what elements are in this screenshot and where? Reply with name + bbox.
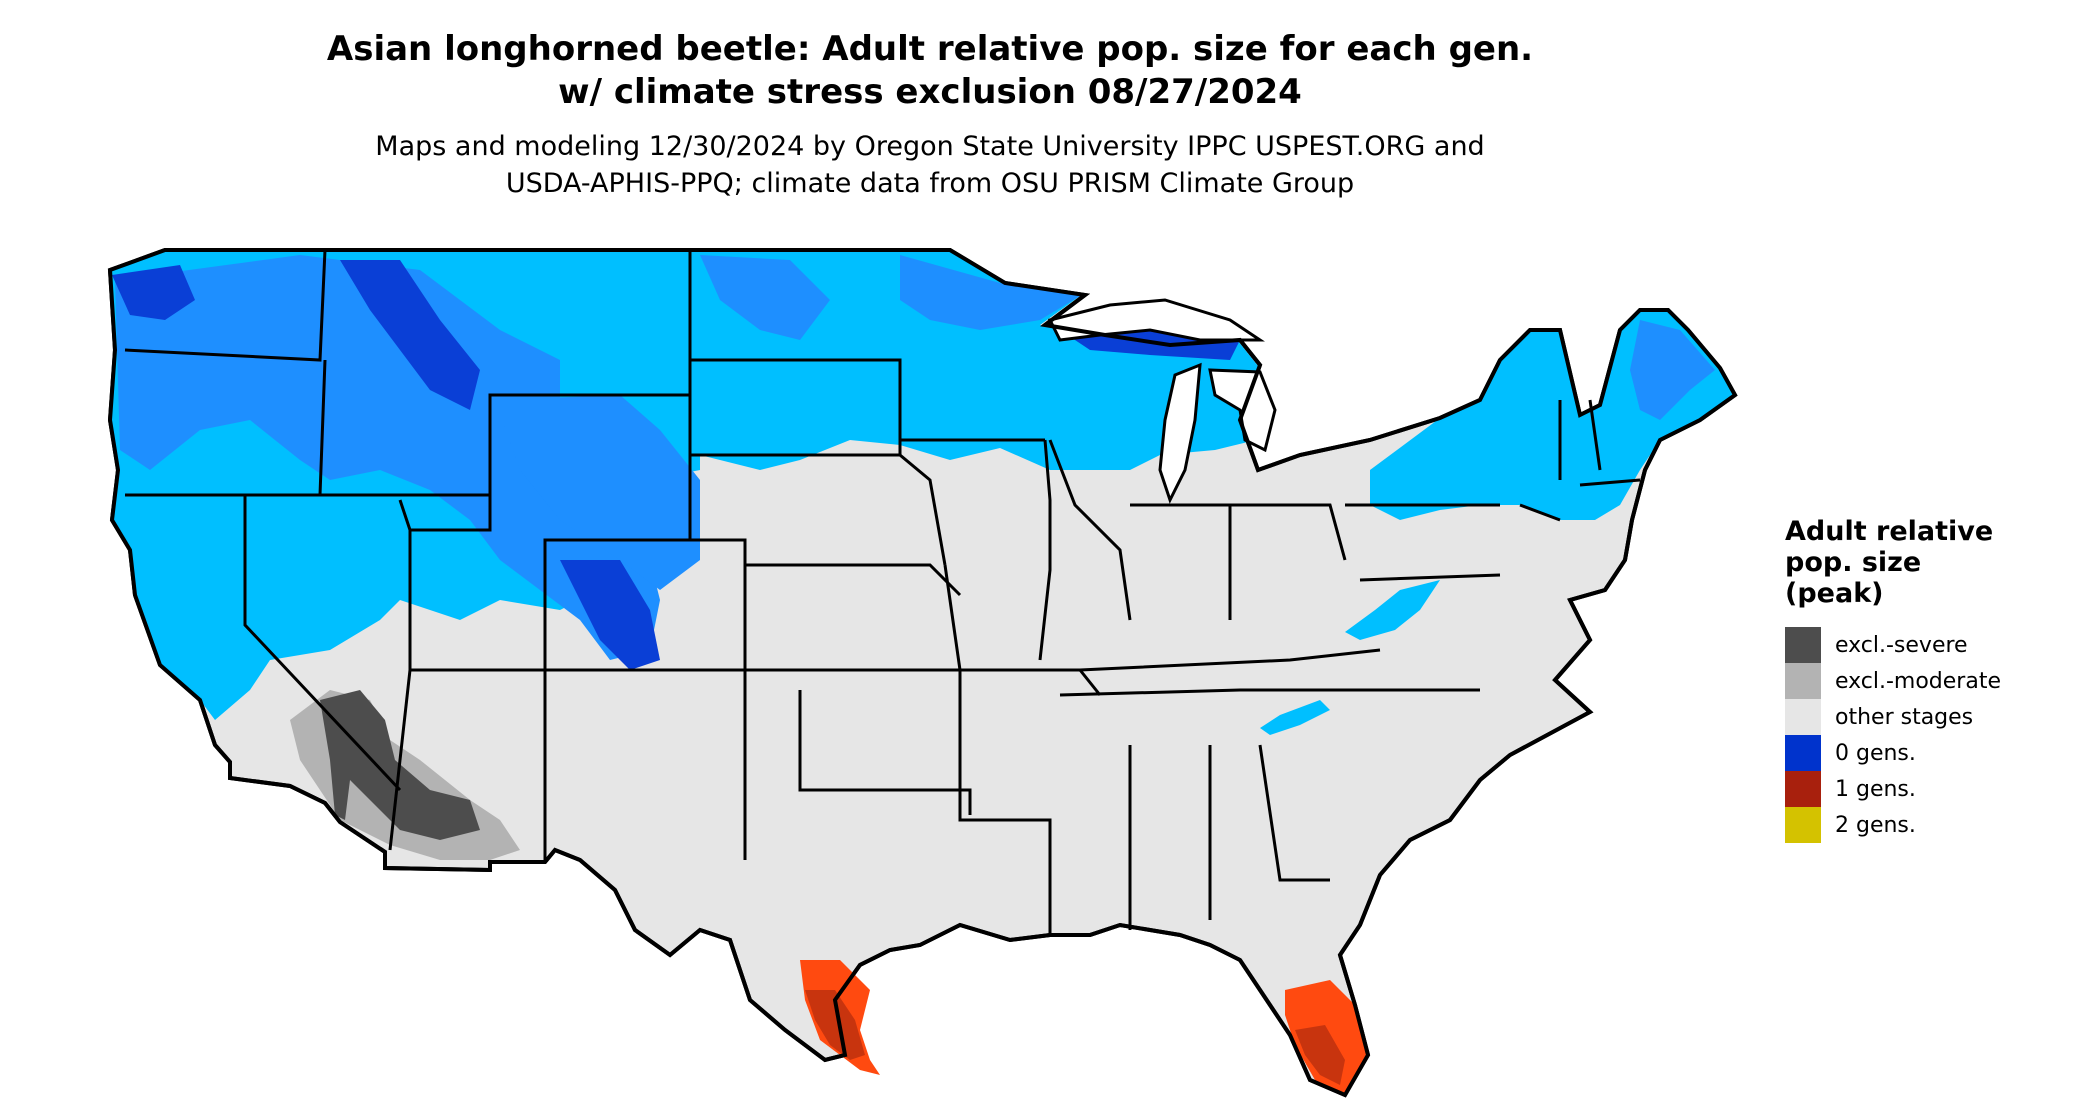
one-gen-texas-core (805, 990, 865, 1060)
legend-item: 0 gens. (1785, 735, 2001, 771)
legend-title-line-3: (peak) (1785, 578, 1884, 609)
legend-label: 1 gens. (1835, 776, 1916, 802)
dark-blue-washington (112, 265, 195, 320)
map-subtitle-line-1: Maps and modeling 12/30/2024 by Oregon S… (375, 131, 1485, 162)
dark-blue-colorado (560, 560, 660, 670)
one-gen-florida-core (1295, 1025, 1345, 1085)
legend-label: excl.-moderate (1835, 668, 2001, 694)
legend-label: 0 gens. (1835, 740, 1916, 766)
legend-title-line-1: Adult relative (1785, 516, 1994, 547)
map-title-line-2: w/ climate stress exclusion 08/27/2024 (558, 72, 1302, 112)
legend-label: 2 gens. (1835, 812, 1916, 838)
legend-item: other stages (1785, 699, 2001, 735)
legend-swatch (1785, 699, 1821, 735)
map-title-line-1: Asian longhorned beetle: Adult relative … (326, 29, 1534, 69)
legend-swatch (1785, 807, 1821, 843)
legend-item: 2 gens. (1785, 807, 2001, 843)
deep-blue-maine (1630, 320, 1715, 420)
blue-zone-appalachian (1345, 580, 1440, 640)
legend-swatch (1785, 627, 1821, 663)
legend-title-line-2: pop. size (1785, 547, 1922, 578)
lake-michigan (1158, 362, 1202, 504)
deep-blue-nd (700, 255, 830, 340)
blue-zone-tn (1260, 700, 1330, 735)
state-borders (124, 249, 1641, 935)
conus-outline (107, 248, 1738, 1098)
legend: Adult relative pop. size (peak) excl.-se… (1785, 516, 2001, 843)
legend-item: 1 gens. (1785, 771, 2001, 807)
legend-swatch (1785, 735, 1821, 771)
legend-label: other stages (1835, 704, 1974, 730)
legend-swatch (1785, 663, 1821, 699)
legend-label: excl.-severe (1835, 632, 1968, 658)
legend-swatch (1785, 771, 1821, 807)
legend-items: excl.-severe excl.-moderate other stages 0 … (1785, 627, 2001, 843)
deep-blue-minnesota (900, 255, 1080, 330)
dark-blue-idaho (340, 260, 480, 410)
map-subtitle-line-2: USDA-APHIS-PPQ; climate data from OSU PR… (505, 168, 1355, 199)
legend-item: excl.-severe (1785, 627, 2001, 663)
legend-item: excl.-moderate (1785, 663, 2001, 699)
